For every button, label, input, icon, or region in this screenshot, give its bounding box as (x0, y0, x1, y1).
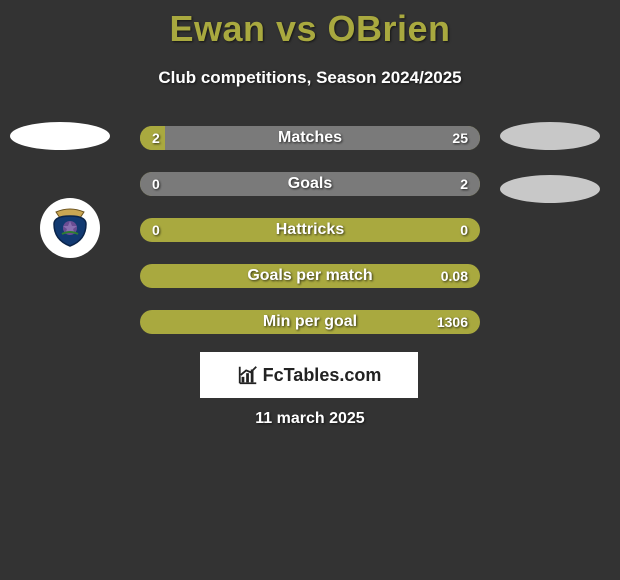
brand-box[interactable]: FcTables.com (200, 352, 418, 398)
stat-bar: Goals0 2 (140, 172, 480, 196)
player-right-avatar-a (500, 122, 600, 150)
stat-bar: Goals per match0.08 (140, 264, 480, 288)
stat-bars: Matches225Goals02Hattricks00Goals per ma… (140, 126, 480, 356)
bar-label: Hattricks (140, 218, 480, 242)
club-crest (40, 198, 100, 258)
bar-value-left: 0 (152, 172, 160, 196)
chart-icon (237, 364, 259, 386)
subtitle: Club competitions, Season 2024/2025 (0, 68, 620, 88)
bar-label: Goals per match (140, 264, 480, 288)
player-right-avatar-b (500, 175, 600, 203)
bar-value-left: 2 (152, 126, 160, 150)
bar-value-right: 2 (460, 172, 468, 196)
bar-value-left: 0 (152, 218, 160, 242)
stat-bar: Min per goal1306 (140, 310, 480, 334)
bar-value-right: 25 (452, 126, 468, 150)
bar-label: Matches (140, 126, 480, 150)
bar-value-right: 0.08 (441, 264, 468, 288)
bar-value-right: 0 (460, 218, 468, 242)
player-left-avatar (10, 122, 110, 150)
stat-bar: Matches2 25 (140, 126, 480, 150)
date-label: 11 march 2025 (0, 410, 620, 428)
crest-icon (46, 204, 94, 252)
bar-label: Goals (140, 172, 480, 196)
bar-label: Min per goal (140, 310, 480, 334)
bar-value-right: 1306 (437, 310, 468, 334)
page-title: Ewan vs OBrien (0, 0, 620, 50)
stat-bar: Hattricks0 0 (140, 218, 480, 242)
brand-label: FcTables.com (263, 365, 382, 386)
